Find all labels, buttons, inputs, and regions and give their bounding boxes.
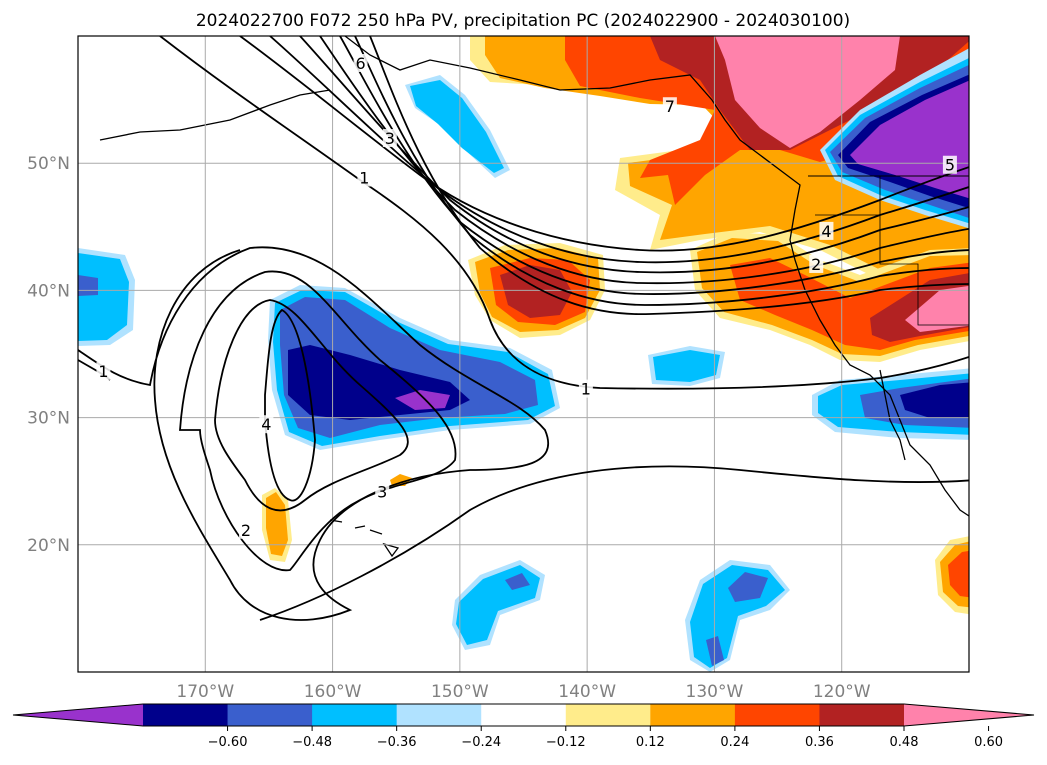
precip-negative-bottom-center-3 bbox=[505, 573, 530, 590]
coast-hawaii bbox=[329, 519, 400, 558]
precip-negative-bottom-right-blue-4 bbox=[706, 636, 724, 666]
lat-tick-label: 20°N bbox=[27, 536, 70, 556]
contour-label: 4 bbox=[261, 415, 271, 434]
precip-negative-left-2 bbox=[78, 253, 129, 341]
colorbar-extend-high bbox=[904, 704, 1034, 726]
contour-label-backdrop bbox=[382, 129, 397, 148]
colorbar-tick-label: −0.12 bbox=[546, 735, 586, 750]
lon-tick-label: 130°W bbox=[686, 682, 744, 702]
pv-contour-loop-1 bbox=[78, 246, 550, 621]
latitude-tick-labels: 50°N 40°N 30°N 20°N bbox=[27, 154, 70, 556]
contour-label-backdrop bbox=[809, 254, 824, 273]
colorbar-tick-label: −0.48 bbox=[292, 735, 332, 750]
precip-negative-top-right-5 bbox=[850, 80, 969, 199]
lon-tick-label: 150°W bbox=[431, 682, 489, 702]
contour-label-backdrop bbox=[819, 221, 834, 240]
contour-label: 7 bbox=[665, 97, 675, 116]
lon-tick-label: 140°W bbox=[558, 682, 616, 702]
map-frame bbox=[77, 35, 970, 673]
colorbar-tick-label: 0.12 bbox=[636, 735, 665, 750]
contour-label: 6 bbox=[355, 54, 365, 73]
contour-label: 1 bbox=[98, 362, 108, 381]
lon-tick-label: 120°W bbox=[813, 682, 871, 702]
pv-contour-loop-3 bbox=[214, 299, 409, 512]
contour-label-backdrop bbox=[942, 155, 957, 174]
contour-label-backdrop bbox=[353, 53, 368, 72]
colorbar-extend-low bbox=[13, 704, 143, 726]
contour-label: 1 bbox=[581, 380, 591, 399]
colorbar-tick-label: 0.48 bbox=[890, 735, 919, 750]
colorbar-tick-label: 0.60 bbox=[974, 735, 1003, 750]
colorbar-segment bbox=[312, 704, 398, 726]
pv-contour-outer-1 bbox=[159, 36, 969, 390]
colorbar-segment bbox=[481, 704, 567, 726]
precip-negative-left-3 bbox=[78, 275, 98, 296]
contour-label-backdrop bbox=[259, 415, 274, 434]
coast-baja bbox=[879, 369, 906, 461]
colorbar-segment bbox=[734, 704, 820, 726]
colorbar-segment bbox=[227, 704, 313, 726]
colorbar-tick-label: −0.60 bbox=[208, 735, 248, 750]
grid-lines bbox=[78, 36, 969, 672]
precip-negative-baja-4 bbox=[900, 382, 969, 418]
lat-tick-label: 50°N bbox=[27, 154, 70, 174]
contour-label: 3 bbox=[377, 483, 387, 502]
colorbar-segment bbox=[565, 704, 651, 726]
pv-contour-6 bbox=[354, 36, 969, 306]
lon-tick-label: 170°W bbox=[176, 682, 234, 702]
precip-negative-bottom-right-blue-3 bbox=[728, 572, 768, 602]
pv-contour-2 bbox=[269, 36, 969, 264]
pv-contour-5 bbox=[339, 36, 969, 295]
precip-positive-gulf-alaska-5 bbox=[715, 36, 900, 148]
contour-label: 1 bbox=[359, 168, 369, 187]
colorbar-tick-label: 0.24 bbox=[720, 735, 749, 750]
colorbar-outline bbox=[12, 703, 1035, 727]
coastlines bbox=[99, 36, 969, 558]
colorbar-tick-label: 0.36 bbox=[805, 735, 834, 750]
longitude-tick-labels: 170°W 160°W 150°W 140°W 130°W 120°W bbox=[176, 682, 870, 702]
contour-label: 4 bbox=[821, 222, 831, 241]
pv-contour-1 bbox=[239, 36, 969, 252]
border-states bbox=[815, 176, 969, 326]
lon-tick-label: 160°W bbox=[304, 682, 362, 702]
colorbar-segment bbox=[650, 704, 736, 726]
contour-label: 3 bbox=[385, 129, 395, 148]
contour-label: 2 bbox=[811, 255, 821, 274]
precip-positive-40n-143w-4 bbox=[500, 265, 572, 318]
contour-label: 2 bbox=[241, 521, 251, 540]
pv-contour-loop-2 bbox=[179, 270, 457, 572]
colorbar-tick-label: −0.36 bbox=[377, 735, 417, 750]
contour-label: 5 bbox=[945, 156, 955, 175]
contour-label-backdrop bbox=[578, 379, 593, 398]
precip-negative-central-5 bbox=[395, 390, 450, 410]
precip-positive-bottom-right-3 bbox=[948, 550, 969, 598]
lat-tick-label: 30°N bbox=[27, 409, 70, 429]
coast-north-america bbox=[344, 36, 969, 517]
colorbar-tick-label: −0.24 bbox=[461, 735, 501, 750]
contour-label-backdrop bbox=[662, 97, 677, 116]
pv-contour-7 bbox=[369, 36, 969, 316]
contour-label-backdrop bbox=[96, 361, 111, 380]
colorbar-segment bbox=[819, 704, 905, 726]
colorbar-segment bbox=[396, 704, 482, 726]
colorbar-segment bbox=[143, 704, 229, 726]
contour-label-backdrop bbox=[239, 520, 254, 539]
contour-label-backdrop bbox=[357, 168, 372, 187]
precip-positive-california-5 bbox=[905, 285, 969, 332]
pv-contour-southern bbox=[259, 465, 969, 621]
coast-aleutians bbox=[99, 89, 331, 141]
colorbar: −0.60 −0.48 −0.36 −0.24 −0.12 0.12 0.24 0.36 0.4… bbox=[12, 703, 1035, 750]
lat-tick-label: 40°N bbox=[27, 281, 70, 301]
contour-label-backdrop bbox=[375, 482, 390, 501]
pv-contour-loop-4 bbox=[264, 308, 316, 502]
figure-title: 2024022700 F072 250 hPa PV, precipitatio… bbox=[196, 11, 850, 31]
precip-negative-alaska-2 bbox=[410, 80, 504, 173]
precip-negative-33n-132w-2 bbox=[653, 350, 720, 382]
